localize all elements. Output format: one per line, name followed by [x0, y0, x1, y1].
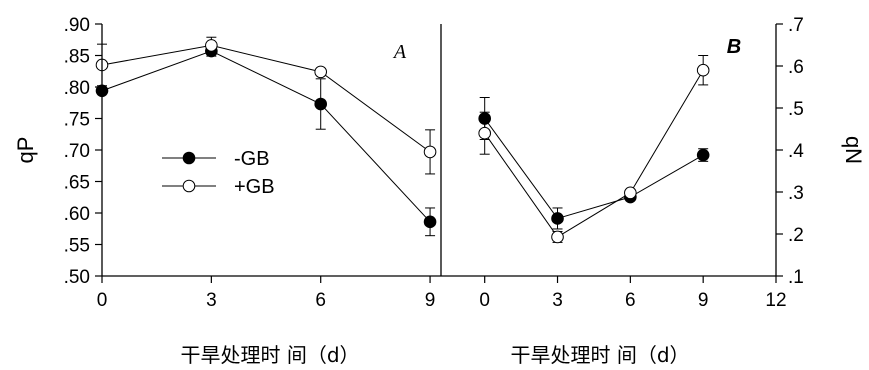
- legend: -GB +GB: [162, 148, 275, 198]
- panel-a-ticks: .50 .55 .60 .65 .70 .75 .80 .85 .90 0 3 6 9: [64, 15, 436, 311]
- panel-b-x-tick-label: 6: [625, 290, 636, 311]
- panel-a-y-tick-label: .90: [64, 15, 90, 36]
- panel-b-y-tick-label: .7: [788, 15, 804, 36]
- panel-a-point-plus-gb: [205, 39, 218, 52]
- panel-b-x-title: 干旱处理时 间（d）: [510, 343, 689, 367]
- panel-a-x-title: 干旱处理时 间（d）: [180, 343, 359, 367]
- panel-a-point-minus-gb: [314, 97, 328, 111]
- panel-a-y-title: qP: [13, 137, 38, 164]
- panel-a-point-plus-gb: [314, 65, 328, 79]
- series-layer: [95, 36, 710, 244]
- panel-a-y-tick-label: .55: [64, 236, 90, 257]
- panel-a-y-tick-label: .80: [64, 78, 90, 99]
- panel-a-x-tick-label: 6: [315, 290, 326, 311]
- panel-a-y-tick-label: .70: [64, 141, 90, 162]
- panel-a-line-plus-gb: [101, 44, 431, 153]
- panel-a-x-tick-label: 0: [97, 290, 108, 311]
- panel-a-letter: A: [392, 41, 407, 63]
- panel-a-point-plus-gb: [423, 145, 437, 159]
- legend-marker-plus-gb: [182, 179, 196, 193]
- panel-b-line-minus-gb: [484, 118, 704, 220]
- panel-b-point-plus-gb: [696, 63, 710, 77]
- panel-b-point-minus-gb: [478, 112, 491, 125]
- panel-b-point-plus-gb: [478, 126, 491, 140]
- legend-marker-minus-gb: [182, 151, 196, 165]
- panel-b-point-minus-gb: [551, 212, 564, 225]
- panel-b-y-tick-label: .2: [788, 225, 804, 246]
- panel-a-x-tick-label: 3: [206, 290, 217, 311]
- panel-a-y-tick-label: .85: [64, 47, 90, 68]
- panel-a-line-minus-gb: [101, 50, 431, 223]
- panel-b-y-tick-label: .3: [788, 183, 804, 204]
- panel-b-y-title: qN: [841, 136, 866, 164]
- panel-b-point-plus-gb: [624, 186, 637, 200]
- panel-a-y-tick-label: .50: [64, 267, 90, 288]
- legend-label-plus-gb: +GB: [234, 176, 275, 198]
- panel-a-y-tick-label: .75: [64, 110, 90, 131]
- panel-b-x-tick-label: 0: [479, 290, 490, 311]
- panel-b-line-plus-gb: [484, 69, 704, 238]
- panel-b-y-tick-label: .1: [788, 267, 804, 288]
- panel-b-ticks: .1 .2 .3 .4 .5 .6 .7 0 3 6 9 12: [479, 15, 804, 311]
- panel-a-x-tick-label: 9: [425, 290, 436, 311]
- panel-a-y-tick-label: .65: [64, 173, 90, 194]
- panel-b-letter: B: [727, 36, 741, 58]
- panel-b-y-tick-label: .5: [788, 99, 804, 120]
- panel-b-point-plus-gb: [551, 230, 564, 244]
- panel-b-x-tick-label: 12: [765, 290, 786, 311]
- legend-label-minus-gb: -GB: [234, 148, 270, 170]
- panel-b-x-tick-label: 3: [552, 290, 563, 311]
- panel-b-point-minus-gb: [696, 148, 710, 162]
- panel-a-y-tick-label: .60: [64, 204, 90, 225]
- panel-a-point-minus-gb: [423, 215, 437, 229]
- panel-b-y-tick-label: .4: [788, 141, 804, 162]
- panel-b-x-tick-label: 9: [698, 290, 709, 311]
- panel-b-y-tick-label: .6: [788, 57, 804, 78]
